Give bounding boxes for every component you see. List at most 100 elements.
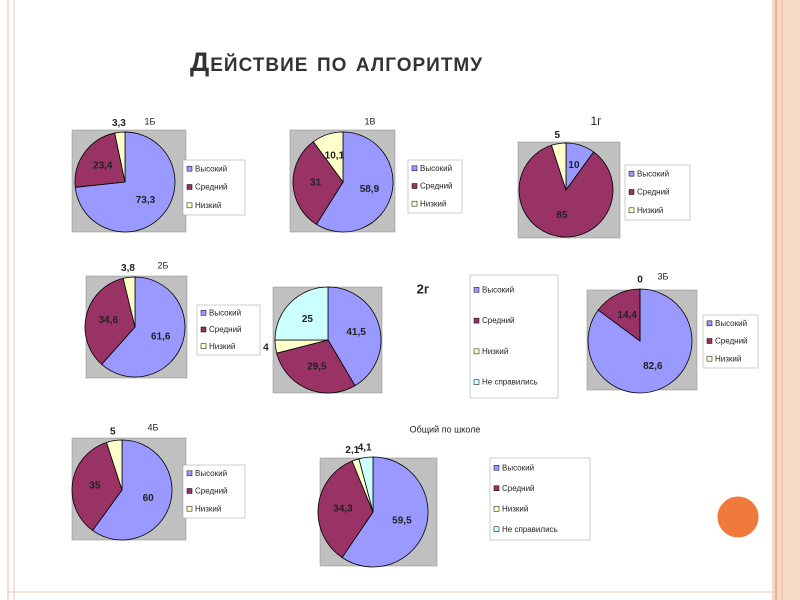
pie-slice <box>327 286 382 387</box>
legend-swatch <box>411 183 418 189</box>
data-label: 14,4 <box>617 310 637 321</box>
legend-swatch <box>200 343 207 349</box>
legend-swatch <box>628 170 635 177</box>
pie-slice <box>550 142 567 191</box>
legend-label: Высокий <box>209 308 241 317</box>
legend-label: Низкий <box>715 354 741 363</box>
data-label: 3,3 <box>112 118 126 129</box>
legend-label: Высокий <box>195 164 227 173</box>
legend-label: Низкий <box>195 504 221 513</box>
data-label: 5 <box>110 426 116 437</box>
data-label: 2,1 <box>345 445 359 456</box>
pie-slice <box>292 141 344 225</box>
pie-slice <box>358 456 374 513</box>
legend-swatch <box>411 165 418 172</box>
data-label: 5 <box>555 130 561 141</box>
data-label: 4 <box>263 342 269 353</box>
legend-label: Средний <box>715 337 748 346</box>
pie-slice <box>114 131 126 183</box>
legend-swatch <box>628 207 635 214</box>
legend-label: Не справились <box>502 525 558 534</box>
data-label: 59,5 <box>392 516 412 527</box>
legend-label: Средний <box>637 188 670 197</box>
legend-label: Низкий <box>502 504 528 513</box>
pie-slice <box>74 132 126 188</box>
legend-label: Средний <box>209 325 242 334</box>
legend-label: Высокий <box>637 169 669 178</box>
data-label: 34,6 <box>99 315 119 326</box>
legend-label: Низкий <box>209 342 235 351</box>
legend-swatch <box>706 338 713 344</box>
chart-title: 4Б <box>148 422 159 432</box>
legend-label: Низкий <box>420 199 446 208</box>
legend-box <box>182 159 246 216</box>
chart-title: 1Б <box>145 116 156 126</box>
legend-label: Высокий <box>482 285 514 294</box>
chart-title: 3Б <box>658 271 669 281</box>
legend-swatch <box>493 485 500 491</box>
data-label: 85 <box>556 210 568 221</box>
legend-swatch <box>473 348 480 355</box>
data-label: 61,6 <box>151 331 171 342</box>
decor-circle <box>714 493 762 541</box>
pie-slice <box>122 276 136 328</box>
legend-swatch <box>473 287 480 293</box>
legend-label: Не справились <box>482 378 538 387</box>
chart-title: 1В <box>364 116 375 126</box>
legend-swatch <box>706 320 713 327</box>
data-label: 60 <box>143 493 155 504</box>
chart-title: 1г <box>590 114 602 128</box>
pie-slice <box>597 288 641 342</box>
legend-box <box>182 464 246 519</box>
data-label: 31 <box>310 178 322 189</box>
legend-swatch <box>186 470 193 477</box>
pie-slice <box>315 131 394 233</box>
chart-title: Общий по школе <box>410 424 481 434</box>
legend-swatch <box>628 189 635 195</box>
legend-label: Средний <box>195 183 228 192</box>
legend-label: Высокий <box>195 469 227 478</box>
pie-slice <box>312 131 344 184</box>
data-label: 34,3 <box>333 504 353 515</box>
pie-slice <box>106 439 123 491</box>
pie-slice <box>518 144 614 238</box>
pie-slice <box>341 456 429 568</box>
data-label: 58,9 <box>360 184 380 195</box>
legend-box <box>196 304 261 356</box>
legend-swatch <box>706 355 713 362</box>
legend-swatch <box>186 165 193 172</box>
pie-slice <box>274 286 329 341</box>
legend-swatch <box>411 200 418 207</box>
legend-swatch <box>186 488 193 494</box>
legend-label: Средний <box>482 316 515 325</box>
data-label: 4,1 <box>358 442 372 453</box>
legend-swatch <box>200 310 207 316</box>
legend-label: Низкий <box>482 347 508 356</box>
pie-slice <box>71 441 123 532</box>
data-label: 29,5 <box>307 362 327 373</box>
legend-label: Средний <box>502 484 535 493</box>
legend-swatch <box>186 505 193 512</box>
chart-title: 2Б <box>158 260 169 270</box>
data-label: 10 <box>568 160 580 171</box>
data-label: 73,3 <box>136 195 156 206</box>
pie-slice <box>84 277 136 365</box>
pie-slice <box>101 276 186 378</box>
data-label: 35 <box>89 480 101 491</box>
pie-slice <box>276 339 356 394</box>
legend-label: Средний <box>195 487 228 496</box>
legend-swatch <box>493 526 500 532</box>
data-label: 0 <box>637 274 643 285</box>
data-label: 10,1 <box>325 151 345 162</box>
legend-box <box>489 457 591 541</box>
legend-label: Средний <box>420 182 453 191</box>
legend-box <box>624 164 691 221</box>
data-label: 82,6 <box>643 361 663 372</box>
legend-swatch <box>200 326 207 333</box>
data-label: 41,5 <box>346 327 366 338</box>
pie-slice <box>317 460 374 559</box>
slide-title: Действие по алгоритму <box>190 47 483 77</box>
chart-title: 2г <box>417 281 430 296</box>
legend-box <box>469 274 559 399</box>
